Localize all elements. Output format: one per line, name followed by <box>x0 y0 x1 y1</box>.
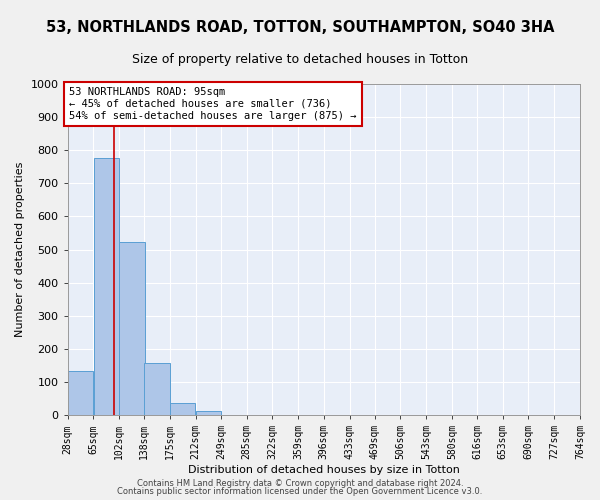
Bar <box>94 158 119 415</box>
X-axis label: Distribution of detached houses by size in Totton: Distribution of detached houses by size … <box>188 465 460 475</box>
Text: 53 NORTHLANDS ROAD: 95sqm
← 45% of detached houses are smaller (736)
54% of semi: 53 NORTHLANDS ROAD: 95sqm ← 45% of detac… <box>69 88 356 120</box>
Bar <box>170 403 196 415</box>
Y-axis label: Number of detached properties: Number of detached properties <box>15 162 25 338</box>
Bar <box>68 372 93 415</box>
Text: Size of property relative to detached houses in Totton: Size of property relative to detached ho… <box>132 52 468 66</box>
Bar <box>145 363 170 415</box>
Text: 53, NORTHLANDS ROAD, TOTTON, SOUTHAMPTON, SO40 3HA: 53, NORTHLANDS ROAD, TOTTON, SOUTHAMPTON… <box>46 20 554 35</box>
Text: Contains public sector information licensed under the Open Government Licence v3: Contains public sector information licen… <box>118 487 482 496</box>
Bar <box>119 242 145 415</box>
Bar <box>196 411 221 415</box>
Text: Contains HM Land Registry data © Crown copyright and database right 2024.: Contains HM Land Registry data © Crown c… <box>137 478 463 488</box>
